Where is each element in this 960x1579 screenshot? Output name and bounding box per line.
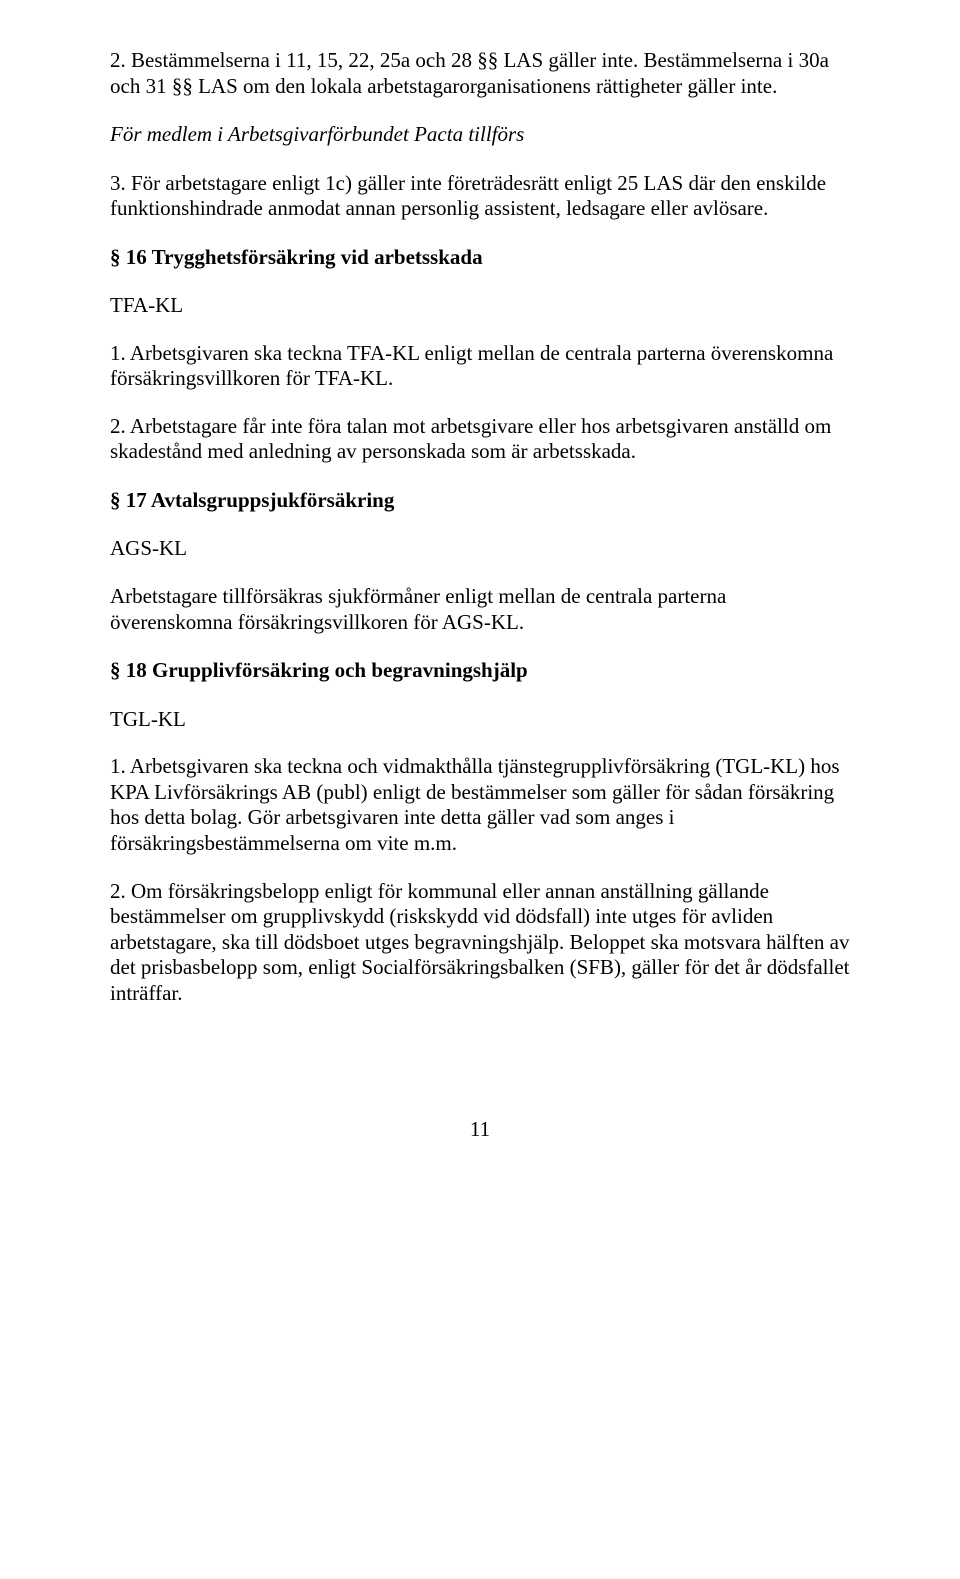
label-tfa-kl: TFA-KL — [110, 293, 850, 319]
heading-18: § 18 Grupplivförsäkring och begravningsh… — [110, 657, 850, 684]
page-number: 11 — [110, 1117, 850, 1142]
paragraph-18-2: 2. Om försäkringsbelopp enligt för kommu… — [110, 879, 850, 1007]
label-ags-kl: AGS-KL — [110, 536, 850, 562]
heading-16: § 16 Trygghetsförsäkring vid arbetsskada — [110, 244, 850, 271]
paragraph-16-2: 2. Arbetstagare får inte föra talan mot … — [110, 414, 850, 465]
paragraph-3: 3. För arbetstagare enligt 1c) gäller in… — [110, 171, 850, 222]
heading-17: § 17 Avtalsgruppsjukförsäkring — [110, 487, 850, 514]
paragraph-16-1: 1. Arbetsgivaren ska teckna TFA-KL enlig… — [110, 341, 850, 392]
paragraph-2: 2. Bestämmelserna i 11, 15, 22, 25a och … — [110, 48, 850, 99]
subheading-pacta: För medlem i Arbetsgivarförbundet Pacta … — [110, 121, 850, 148]
label-tgl-kl: TGL-KL — [110, 707, 850, 733]
paragraph-17-1: Arbetstagare tillförsäkras sjukförmåner … — [110, 584, 850, 635]
paragraph-18-1: 1. Arbetsgivaren ska teckna och vidmakth… — [110, 754, 850, 856]
